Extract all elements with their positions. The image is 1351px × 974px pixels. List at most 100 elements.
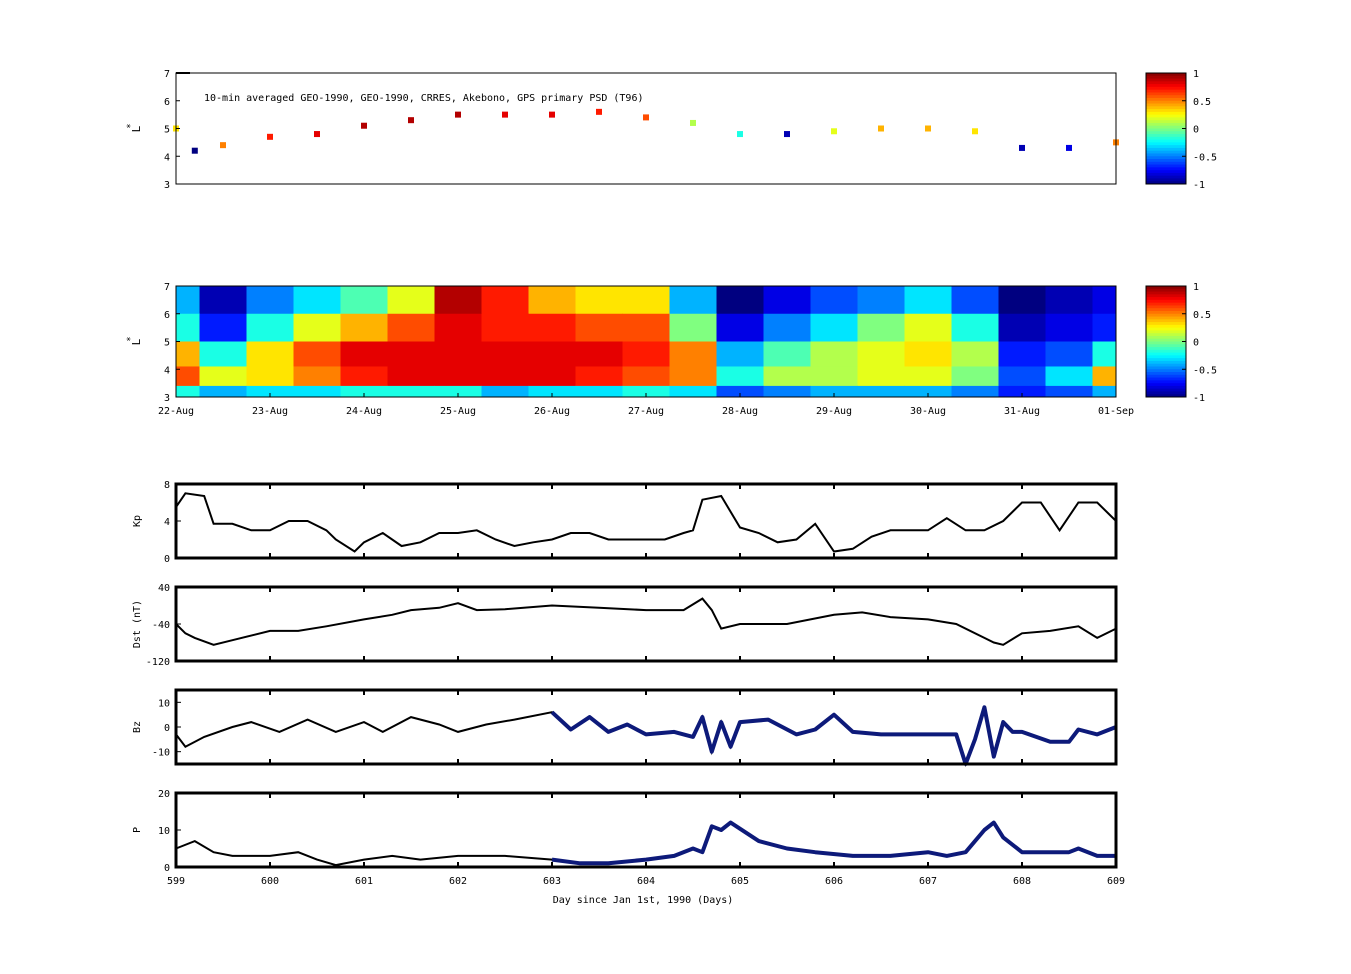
reanalysis-ylabel-star: * <box>126 336 136 341</box>
psd-point-1 <box>191 147 198 154</box>
heatmap-cell-r3-c7 <box>481 366 529 387</box>
cb2-swatch-23 <box>1146 349 1186 354</box>
cb2-swatch-12 <box>1146 319 1186 323</box>
p4-axes-frame <box>174 585 1118 663</box>
cb2-swatch-30 <box>1146 369 1186 373</box>
panel-annotation: 10-min averaged GEO-1990, GEO-1990, CRRE… <box>204 93 644 104</box>
observed-psd-ylabel-star: * <box>126 123 136 128</box>
observed-ytick-label-1: 4 <box>164 152 170 163</box>
heatmap-cell-r1-c10 <box>622 313 670 342</box>
psd-point-14 <box>784 131 790 138</box>
cb2-swatch-8 <box>1146 308 1186 312</box>
p3-ytick-label-2: 8 <box>164 480 170 491</box>
p5-ytick-label-2: 10 <box>158 698 170 709</box>
heatmap-cell-r1-c0 <box>176 313 200 342</box>
cb1-swatch-1 <box>1146 75 1186 80</box>
p3-ylabel: Kp <box>132 515 143 527</box>
psd-point-7 <box>455 111 461 118</box>
cb1-swatch-33 <box>1146 164 1186 168</box>
heatmap-cell-r0-c20 <box>1092 286 1117 315</box>
cb1-swatch-2 <box>1146 78 1186 82</box>
psd-point-12 <box>690 119 696 126</box>
heatmap-cell-r4-c15 <box>857 385 905 398</box>
p6-ytick-label-0: 0 <box>164 863 170 874</box>
cb2-swatch-14 <box>1146 324 1186 329</box>
heatmap-cell-r0-c11 <box>669 286 717 315</box>
cb2-tick-label-1: 0.5 <box>1193 310 1211 321</box>
reanalysis-ytick-label-3: 6 <box>164 310 170 321</box>
psd-point-18 <box>972 128 978 135</box>
cb1-swatch-11 <box>1146 103 1186 107</box>
heatmap-cell-r1-c18 <box>998 313 1046 342</box>
heatmap-cell-r1-c6 <box>434 313 482 342</box>
cb1-tick-label-2: 0 <box>1193 125 1199 136</box>
heatmap-cell-r4-c0 <box>176 385 200 398</box>
date-tick-label-6: 28-Aug <box>722 406 758 417</box>
heatmap-cell-r2-c20 <box>1092 341 1117 367</box>
cb2-swatch-34 <box>1146 380 1186 384</box>
heatmap-cell-r4-c17 <box>951 385 999 398</box>
date-tick-label-9: 31-Aug <box>1004 406 1040 417</box>
heatmap-cell-r2-c11 <box>669 341 717 367</box>
heatmap-cell-r4-c11 <box>669 385 717 398</box>
heatmap-cell-r0-c10 <box>622 286 670 315</box>
observed-psd-marks <box>173 108 1119 154</box>
heatmap-cell-r0-c15 <box>857 286 905 315</box>
heatmap-cell-r4-c8 <box>528 385 576 398</box>
heatmap-cell-r3-c8 <box>528 366 576 387</box>
cb1-swatch-25 <box>1146 142 1186 146</box>
heatmap-cell-r4-c5 <box>387 385 435 398</box>
day-tick-label-10: 609 <box>1107 876 1125 887</box>
heatmap-cell-r3-c9 <box>575 366 623 387</box>
heatmap-cell-r2-c15 <box>857 341 905 367</box>
heatmap-cell-r3-c18 <box>998 366 1046 387</box>
p-panel: 0 10 20 P <box>132 789 1118 874</box>
heatmap-cell-r3-c11 <box>669 366 717 387</box>
cb1-swatch-22 <box>1146 134 1186 138</box>
cb2-swatch-3 <box>1146 294 1186 298</box>
psd-point-19 <box>1019 144 1025 151</box>
cb1-swatch-3 <box>1146 81 1186 85</box>
day-tick-label-2: 601 <box>355 876 373 887</box>
heatmap-cell-r1-c2 <box>246 313 294 342</box>
p6-ytick-label-1: 10 <box>158 826 170 837</box>
cb1-tick-label-1: 0.5 <box>1193 97 1211 108</box>
cb1-swatch-17 <box>1146 120 1186 124</box>
heatmap-cell-r1-c12 <box>716 313 764 342</box>
observed-psd-ylabel: L <box>130 125 143 132</box>
date-tick-label-7: 29-Aug <box>816 406 852 417</box>
cb1-swatch-5 <box>1146 86 1186 91</box>
heatmap-cell-r1-c8 <box>528 313 576 342</box>
heatmap-cell-r4-c14 <box>810 385 858 398</box>
p3-ytick-label-0: 0 <box>164 554 170 565</box>
heatmap-cell-r3-c13 <box>763 366 811 387</box>
cb1-swatch-10 <box>1146 100 1186 105</box>
psd-point-15 <box>831 128 837 135</box>
p4-ytick-label-1: -40 <box>152 620 170 631</box>
day-tick-label-5: 604 <box>637 876 655 887</box>
date-tick-label-2: 24-Aug <box>346 406 382 417</box>
heatmap-cell-r3-c0 <box>176 366 200 387</box>
heatmap-cell-r4-c1 <box>199 385 247 398</box>
cb1-swatch-24 <box>1146 139 1186 143</box>
heatmap-cell-r1-c14 <box>810 313 858 342</box>
reanalysis-ytick-label-0: 3 <box>164 393 170 404</box>
heatmap-cell-r0-c4 <box>340 286 388 315</box>
reanalysis-heatmap-cells <box>176 286 1117 398</box>
observed-ytick-label-0: 3 <box>164 180 170 191</box>
cb2-swatch-1 <box>1146 288 1186 293</box>
cb2-swatch-27 <box>1146 360 1186 365</box>
psd-point-10 <box>596 108 602 115</box>
psd-point-11 <box>643 114 649 121</box>
day-axis-label: Day since Jan 1st, 1990 (Days) <box>553 895 734 906</box>
heatmap-cell-r1-c15 <box>857 313 905 342</box>
p5-axes-frame <box>174 688 1118 766</box>
heatmap-cell-r2-c0 <box>176 341 200 367</box>
cb2-swatch-13 <box>1146 322 1186 326</box>
day-tick-label-3: 602 <box>449 876 467 887</box>
heatmap-cell-r4-c6 <box>434 385 482 398</box>
day-tick-label-4: 603 <box>543 876 561 887</box>
cb1-swatch-14 <box>1146 111 1186 116</box>
heatmap-cell-r3-c2 <box>246 366 294 387</box>
heatmap-cell-r3-c20 <box>1092 366 1117 387</box>
